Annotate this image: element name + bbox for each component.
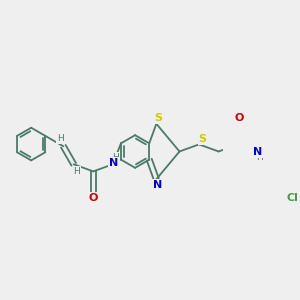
- Text: S: S: [199, 134, 207, 144]
- Text: N: N: [253, 147, 262, 157]
- Text: Cl: Cl: [286, 193, 298, 203]
- Text: H: H: [57, 134, 64, 143]
- Text: N: N: [109, 158, 118, 168]
- Text: O: O: [235, 113, 244, 123]
- Text: S: S: [154, 113, 162, 123]
- Text: H: H: [256, 153, 262, 162]
- Text: H: H: [112, 153, 118, 162]
- Text: H: H: [73, 167, 80, 176]
- Text: O: O: [88, 193, 98, 203]
- Text: N: N: [153, 180, 163, 190]
